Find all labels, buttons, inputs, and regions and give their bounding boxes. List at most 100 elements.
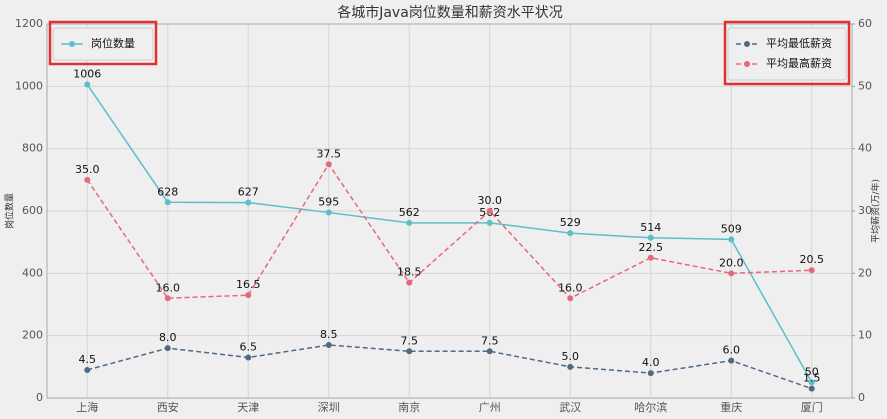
x-tick-label: 广州 [479, 401, 501, 414]
data-point [486, 208, 493, 214]
data-label: 35.0 [75, 163, 100, 176]
y-tick-label: 600 [22, 204, 43, 217]
data-label: 50 [805, 365, 819, 378]
x-tick-label: 重庆 [720, 400, 742, 414]
data-point [164, 295, 171, 302]
chart-title: 各城市Java岗位数量和薪资水平状况 [337, 4, 563, 21]
x-tick-label: 武汉 [559, 401, 581, 414]
y2-tick-label: 40 [858, 142, 872, 155]
y-tick-label: 800 [22, 142, 43, 155]
x-tick-label: 深圳 [318, 401, 340, 414]
data-point [325, 209, 332, 216]
data-label: 1006 [73, 67, 101, 80]
x-tick-label: 哈尔滨 [634, 400, 667, 414]
y2-tick-label: 60 [858, 17, 872, 30]
y-axis-label: 岗位数量 [4, 193, 16, 229]
data-point [84, 366, 91, 373]
data-label: 627 [238, 186, 259, 199]
data-label: 595 [318, 196, 339, 209]
data-label: 16.5 [236, 278, 261, 291]
legend-marker [744, 41, 750, 47]
data-point [728, 236, 735, 243]
y2-tick-label: 30 [858, 204, 872, 217]
y-tick-label: 400 [22, 266, 43, 279]
data-point [245, 292, 252, 299]
y-tick-label: 200 [22, 329, 43, 342]
y-tick-label: 1000 [15, 79, 43, 92]
data-point [164, 199, 171, 206]
legend-highlight [48, 20, 158, 66]
plot-frame [46, 23, 853, 399]
data-label: 18.5 [397, 266, 422, 279]
data-point [567, 363, 574, 370]
legend-box [727, 27, 847, 81]
data-point [406, 219, 413, 226]
data-point [325, 342, 332, 349]
data-label: 6.5 [240, 340, 258, 353]
y2-tick-label: 50 [858, 79, 872, 92]
legend-label: 岗位数量 [91, 36, 135, 50]
data-label: 628 [157, 185, 178, 198]
x-tick-label: 天津 [237, 401, 259, 414]
legend-label: 平均最低薪资 [766, 37, 832, 50]
data-point [567, 295, 574, 302]
data-label: 16.0 [558, 281, 583, 294]
x-tick-label: 上海 [76, 400, 98, 414]
data-point [728, 270, 735, 277]
data-label: 22.5 [639, 241, 664, 254]
data-point [647, 370, 654, 377]
data-label: 529 [560, 216, 581, 229]
data-label: 7.5 [481, 334, 499, 347]
series-line [87, 344, 812, 390]
data-label: 8.5 [320, 328, 338, 341]
legend-marker [69, 41, 75, 47]
data-label: 5.0 [562, 350, 580, 363]
data-label: 16.0 [156, 281, 181, 294]
data-point [84, 176, 91, 183]
legend-label: 平均最高薪资 [766, 56, 832, 70]
y2-tick-label: 10 [858, 329, 872, 342]
data-point [486, 219, 493, 226]
data-label: 4.5 [79, 353, 97, 366]
data-point [728, 357, 735, 364]
data-point [245, 354, 252, 361]
y2-axis-label: 平均薪资(万/年) [870, 179, 882, 243]
data-point [486, 348, 493, 355]
data-label: 1.5 [803, 372, 821, 385]
data-point [647, 234, 654, 241]
legend-highlight [723, 20, 851, 86]
x-tick-label: 厦门 [801, 400, 823, 414]
data-label: 20.0 [719, 256, 744, 269]
data-label: 514 [640, 221, 661, 234]
data-label: 8.0 [159, 331, 177, 344]
legend-marker [744, 61, 750, 67]
y-tick-label: 0 [36, 391, 43, 404]
legend-box [52, 27, 154, 61]
data-point [808, 267, 815, 274]
data-point [647, 254, 654, 261]
y2-tick-label: 0 [858, 391, 865, 404]
data-point [808, 379, 815, 386]
data-label: 37.5 [317, 147, 342, 160]
x-tick-label: 南京 [398, 400, 420, 414]
y2-tick-label: 20 [858, 266, 872, 279]
data-point [164, 345, 171, 352]
data-point [245, 199, 252, 206]
data-point [406, 279, 413, 286]
y-tick-label: 1200 [15, 17, 43, 30]
data-point [567, 230, 574, 237]
data-label: 20.5 [800, 253, 825, 266]
x-tick-label: 西安 [157, 400, 179, 414]
data-label: 562 [399, 206, 420, 219]
data-label: 6.0 [723, 344, 741, 357]
data-label: 509 [721, 222, 742, 235]
data-point [808, 385, 815, 392]
data-point [406, 348, 413, 355]
data-point [84, 81, 91, 88]
data-label: 7.5 [401, 334, 419, 347]
data-label: 30.0 [478, 194, 503, 207]
data-point [325, 161, 332, 168]
data-label: 4.0 [642, 356, 660, 369]
